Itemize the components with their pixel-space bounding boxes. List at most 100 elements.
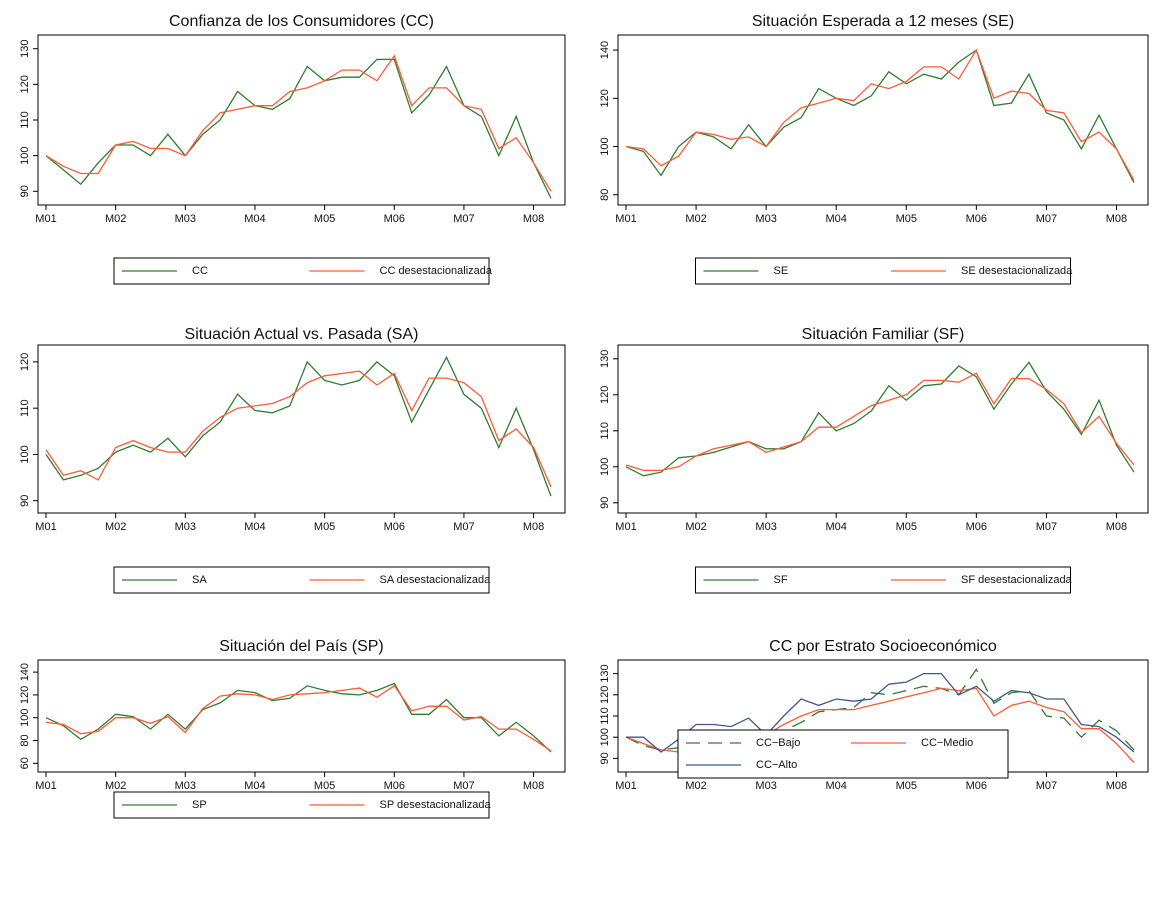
legend-label: SA [192, 574, 207, 586]
x-tick-label: M02 [685, 213, 706, 225]
plot-frame [617, 34, 1149, 206]
series-line [625, 48, 1135, 181]
y-tick-label: 120 [19, 353, 31, 371]
x-tick-label: M03 [755, 213, 776, 225]
x-tick-label: M07 [1036, 213, 1057, 225]
y-tick-label: 120 [599, 686, 611, 704]
x-tick-label: M03 [755, 780, 776, 792]
y-tick-label: 100 [599, 728, 611, 746]
series-line [625, 372, 1135, 472]
y-tick-label: 60 [19, 757, 31, 769]
x-tick-label: M05 [896, 213, 917, 225]
x-tick-label: M06 [384, 780, 405, 792]
panel: Confianza de los Consumidores (CC) 90 100 1… [19, 13, 566, 285]
x-tick-label: M02 [105, 780, 126, 792]
x-tick-label: M02 [105, 521, 126, 533]
y-tick-label: 120 [19, 686, 31, 704]
legend-box [677, 729, 1009, 779]
x-tick-label: M04 [244, 521, 265, 533]
x-tick-label: M03 [175, 780, 196, 792]
x-tick-label: M08 [523, 213, 544, 225]
panel: Situación Esperada a 12 meses (SE) 80 100 1… [599, 13, 1149, 285]
legend-label: CC−Bajo [756, 737, 800, 749]
series-line [45, 684, 552, 752]
x-tick-label: M03 [175, 521, 196, 533]
x-tick-label: M05 [314, 780, 335, 792]
x-tick-label: M06 [966, 521, 987, 533]
y-tick-label: 110 [599, 707, 611, 725]
x-tick-label: M08 [1106, 780, 1127, 792]
x-tick-label: M04 [826, 213, 847, 225]
legend-label: SF [774, 574, 788, 586]
x-tick-label: M04 [826, 521, 847, 533]
y-tick-label: 140 [19, 663, 31, 681]
legend-label: SP [192, 799, 207, 811]
y-tick-label: 90 [19, 495, 31, 507]
y-tick-label: 110 [599, 422, 611, 440]
x-tick-label: M06 [384, 521, 405, 533]
chart-title: Situación Esperada a 12 meses (SE) [752, 13, 1014, 30]
y-tick-label: 90 [599, 497, 611, 509]
y-tick-label: 130 [599, 664, 611, 682]
series-line [45, 370, 552, 488]
x-tick-label: M08 [1106, 521, 1127, 533]
series-line [45, 54, 552, 192]
x-tick-label: M05 [314, 521, 335, 533]
y-tick-label: 130 [599, 350, 611, 368]
y-tick-label: 120 [599, 386, 611, 404]
y-tick-label: 90 [599, 752, 611, 764]
series-line [625, 49, 1135, 183]
legend-label: CC−Alto [756, 759, 797, 771]
series-line [45, 58, 552, 199]
x-tick-label: M06 [384, 213, 405, 225]
x-tick-label: M07 [453, 521, 474, 533]
x-tick-label: M08 [523, 521, 544, 533]
legend-label: SE desestacionalizada [961, 265, 1073, 277]
x-tick-label: M01 [615, 521, 636, 533]
x-tick-label: M03 [755, 521, 776, 533]
y-tick-label: 120 [19, 75, 31, 93]
chart-title: Situación del País (SP) [219, 638, 384, 655]
x-tick-label: M08 [1106, 213, 1127, 225]
x-tick-label: M01 [615, 213, 636, 225]
chart-title: CC por Estrato Socioeconómico [769, 638, 997, 655]
series-line [626, 672, 1135, 753]
x-tick-label: M05 [896, 780, 917, 792]
y-tick-label: 110 [19, 111, 31, 129]
x-tick-label: M02 [685, 780, 706, 792]
x-tick-label: M07 [1036, 521, 1057, 533]
x-tick-label: M07 [453, 780, 474, 792]
legend-box [113, 791, 490, 819]
y-tick-label: 100 [19, 709, 31, 727]
x-tick-label: M01 [35, 780, 56, 792]
x-tick-label: M04 [826, 780, 847, 792]
y-tick-label: 100 [599, 458, 611, 476]
x-tick-label: M01 [615, 780, 636, 792]
legend-label: CC [192, 265, 208, 277]
x-tick-label: M05 [314, 213, 335, 225]
plot-frame [37, 344, 566, 514]
x-tick-label: M04 [244, 780, 265, 792]
plot-frame [37, 659, 566, 773]
y-tick-label: 80 [19, 734, 31, 746]
y-tick-label: 100 [19, 146, 31, 164]
x-tick-label: M05 [896, 521, 917, 533]
chart-title: Situación Actual vs. Pasada (SA) [185, 326, 419, 343]
panel: Situación Familiar (SF) 90 100 110 120 130 M01… [599, 326, 1149, 594]
y-tick-label: 80 [599, 189, 611, 201]
legend-label: CC−Medio [921, 737, 973, 749]
legend-label: SP desestacionalizada [380, 799, 492, 811]
series-line [45, 682, 552, 753]
legend-label: SE [774, 265, 789, 277]
legend-label: SA desestacionalizada [380, 574, 492, 586]
x-tick-label: M02 [685, 521, 706, 533]
x-tick-label: M02 [105, 213, 126, 225]
series-line [45, 355, 552, 497]
x-tick-label: M07 [453, 213, 474, 225]
y-tick-label: 120 [599, 89, 611, 107]
y-tick-label: 100 [599, 137, 611, 155]
x-tick-label: M08 [523, 780, 544, 792]
y-tick-label: 130 [19, 40, 31, 58]
x-tick-label: M03 [175, 213, 196, 225]
